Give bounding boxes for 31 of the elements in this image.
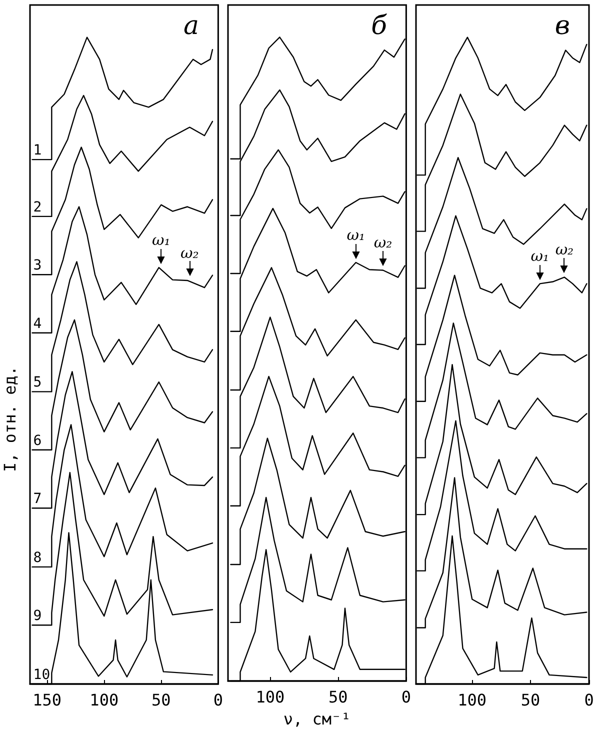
x-tick-label: 0 xyxy=(213,690,224,710)
x-tick-label: 50 xyxy=(328,688,348,706)
annotation: ω₂ xyxy=(180,244,199,262)
series-label: 8 xyxy=(33,550,42,566)
series-label: 3 xyxy=(33,258,42,274)
chart-title: в xyxy=(554,11,570,41)
annotation: ω₁ xyxy=(346,226,365,244)
chart-title: б xyxy=(371,11,388,41)
x-tick-label: 50 xyxy=(152,690,171,710)
series-label: 4 xyxy=(33,316,42,332)
annotation: ω₂ xyxy=(374,234,392,252)
x-tick-label: 0 xyxy=(401,688,412,706)
chart-title: а xyxy=(184,11,200,41)
x-tick-label: 150 xyxy=(32,690,62,710)
x-tick-label: 0 xyxy=(584,690,594,710)
x-tick-label: 100 xyxy=(256,688,285,706)
series-label: 5 xyxy=(33,374,42,391)
annotation: ω₂ xyxy=(555,240,574,259)
series-label: 6 xyxy=(33,432,42,449)
x-tick-label: 50 xyxy=(520,690,540,710)
x-axis-title: ν, см⁻¹ xyxy=(283,710,351,728)
x-tick-label: 100 xyxy=(90,690,119,710)
series-label: 2 xyxy=(33,199,42,216)
x-tick-label: 100 xyxy=(458,690,487,710)
series-label: 10 xyxy=(33,667,50,683)
series-label: 1 xyxy=(33,142,42,159)
annotation: ω₁ xyxy=(530,247,550,266)
series-label: 9 xyxy=(33,608,42,624)
series-label: 7 xyxy=(33,491,42,508)
y-axis-title: I, отн. ед. xyxy=(0,366,20,472)
annotation: ω₁ xyxy=(152,231,170,250)
